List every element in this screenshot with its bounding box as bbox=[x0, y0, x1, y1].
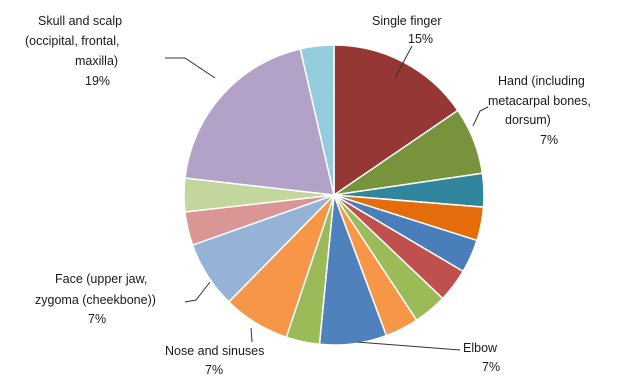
leader-line-nose bbox=[250, 327, 253, 343]
label-hand-line-3: dorsum) bbox=[505, 113, 551, 127]
label-face-line-1: Face (upper jaw, bbox=[55, 272, 147, 286]
leader-line-elbow bbox=[356, 341, 461, 351]
leader-line-single-finger bbox=[394, 45, 413, 79]
label-skull-line-1: Skull and scalp bbox=[38, 14, 122, 28]
pie-slice-1 bbox=[333, 44, 459, 197]
label-nose-name: Nose and sinuses bbox=[165, 344, 264, 358]
label-skull-value: 19% bbox=[85, 74, 110, 88]
label-skull-line-3: maxilla) bbox=[75, 54, 118, 68]
label-nose-value: 7% bbox=[205, 363, 223, 377]
label-hand-line-1: Hand (including bbox=[498, 74, 585, 88]
leader-line-hand bbox=[472, 106, 489, 127]
pie-slices bbox=[183, 44, 485, 346]
label-skull: Skull and scalp (occipital, frontal, max… bbox=[25, 14, 122, 88]
pie-slice-16 bbox=[299, 44, 335, 196]
label-single-finger: Single finger 15% bbox=[372, 14, 442, 46]
leader-lines bbox=[165, 45, 489, 351]
label-face-value: 7% bbox=[88, 312, 106, 326]
leader-line-face bbox=[184, 281, 211, 303]
label-single-finger-name: Single finger bbox=[372, 14, 442, 28]
label-elbow: Elbow 7% bbox=[463, 341, 500, 374]
label-elbow-value: 7% bbox=[482, 360, 500, 374]
label-nose: Nose and sinuses 7% bbox=[165, 344, 264, 377]
label-hand-line-2: metacarpal bones, bbox=[488, 94, 591, 108]
label-elbow-name: Elbow bbox=[463, 341, 498, 355]
label-face-line-2: zygoma (cheekbone)) bbox=[35, 293, 156, 307]
label-single-finger-value: 15% bbox=[408, 32, 433, 46]
leader-line-skull bbox=[165, 57, 216, 79]
label-hand: Hand (including metacarpal bones, dorsum… bbox=[488, 74, 591, 147]
label-face: Face (upper jaw, zygoma (cheekbone)) 7% bbox=[35, 272, 156, 326]
label-skull-line-2: (occipital, frontal, bbox=[25, 34, 119, 48]
label-hand-value: 7% bbox=[540, 133, 558, 147]
pie-slice-15 bbox=[184, 47, 335, 196]
